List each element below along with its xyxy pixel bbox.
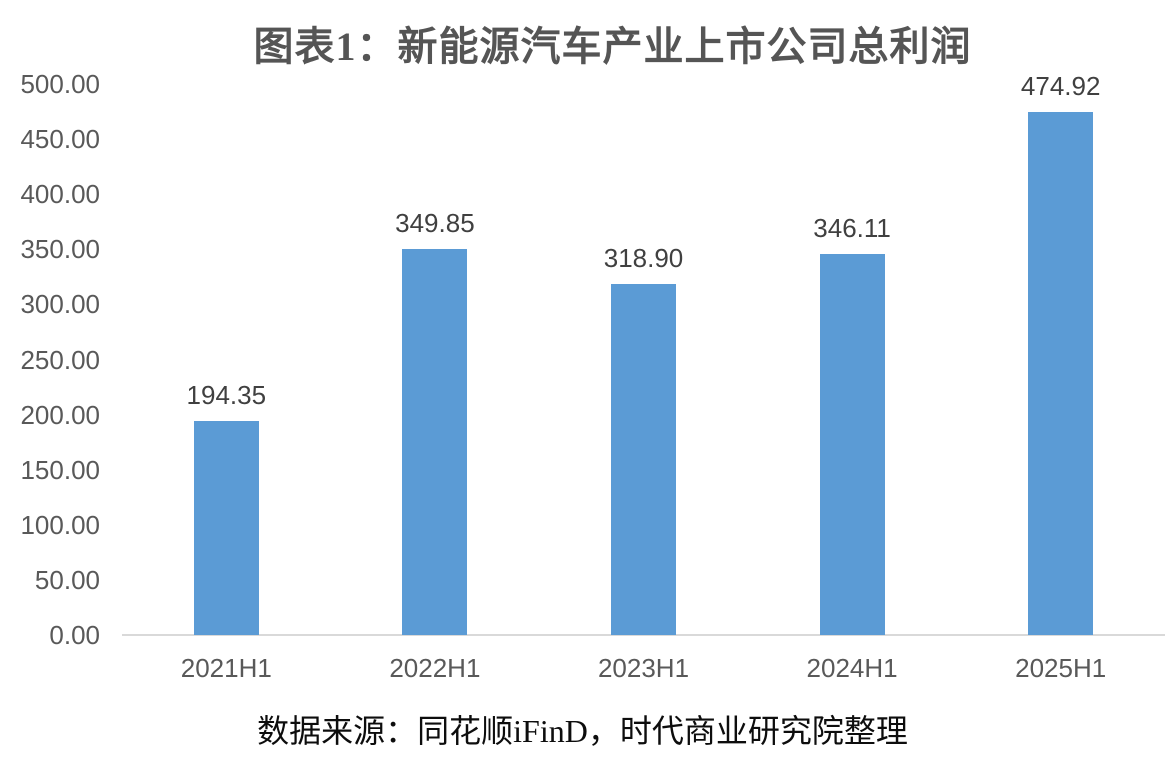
bar-value-label: 474.92	[1020, 71, 1101, 101]
y-axis-tick-label: 500.00	[20, 69, 100, 99]
x-axis-tick-label: 2024H1	[806, 653, 898, 683]
y-axis-tick-label: 50.00	[34, 564, 100, 595]
y-axis-tick-label: 400.00	[20, 179, 100, 210]
bar-2024H1	[819, 254, 885, 635]
y-axis-tick-label: 450.00	[20, 124, 100, 155]
bar-2023H1	[611, 284, 676, 635]
y-axis-tick-label: 150.00	[20, 454, 100, 485]
bar-value-label: 318.90	[603, 243, 684, 273]
bar-2022H1	[402, 249, 468, 635]
chart-title: 图表1：新能源汽车产业上市公司总利润	[253, 24, 972, 69]
x-axis-line	[122, 634, 1165, 636]
y-axis-tick-label: 350.00	[20, 234, 100, 265]
y-axis-tick-label: 0.00	[49, 620, 100, 650]
x-axis-tick-label: 2021H1	[180, 653, 272, 683]
bar-value-label: 349.85	[395, 208, 475, 238]
bar-value-label: 346.11	[813, 213, 891, 243]
x-axis-tick-label: 2022H1	[389, 653, 481, 683]
y-axis-tick-label: 100.00	[20, 509, 100, 540]
bar-2021H1	[193, 421, 259, 635]
bar-value-label: 194.35	[186, 380, 267, 410]
y-axis-tick-label: 200.00	[20, 399, 100, 430]
x-axis-tick-label: 2023H1	[597, 653, 690, 683]
bar-2025H1	[1028, 112, 1094, 635]
x-axis-tick-label: 2025H1	[1015, 653, 1107, 683]
y-axis-tick-label: 250.00	[20, 344, 100, 375]
y-axis-tick-label: 300.00	[20, 289, 100, 320]
source-note: 数据来源：同花顺iFinD，时代商业研究院整理	[257, 713, 908, 749]
